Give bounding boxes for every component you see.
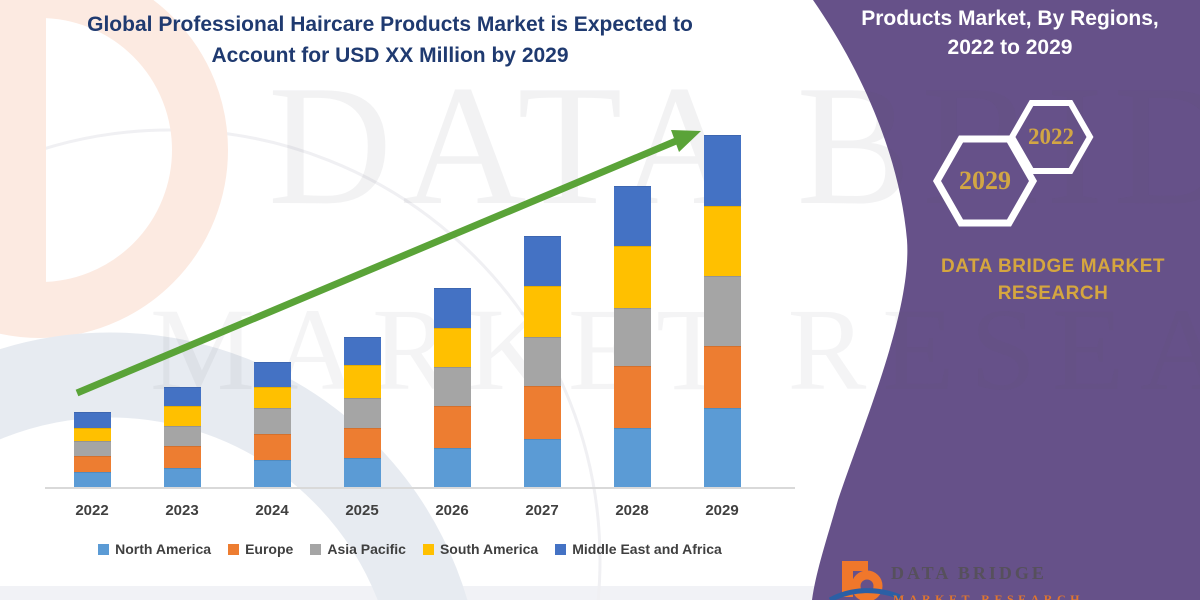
legend-item-asia-pacific: Asia Pacific: [310, 541, 406, 557]
hexagon-2029-label: 2029: [959, 166, 1011, 195]
chart-legend: North America Europe Asia Pacific South Ame…: [30, 541, 790, 557]
hexagon-2022-outline: [1008, 100, 1094, 174]
hexagon-2022-label: 2022: [1028, 124, 1074, 149]
legend-swatch-icon: [422, 543, 434, 555]
side-panel-brand-text: DATA BRIDGE MARKET RESEARCH: [903, 253, 1200, 307]
legend-swatch-icon: [310, 543, 322, 555]
x-axis-label-2026: 2026: [435, 502, 469, 519]
bar-segment-2023-north-america: [163, 468, 201, 488]
bar-segment-2029-south-america: [703, 206, 741, 276]
side-panel-brand-line2: RESEARCH: [997, 283, 1109, 304]
bar-segment-2027-north-america: [523, 439, 561, 488]
logo-watermark-d-stem: [0, 0, 46, 292]
hexagon-2029-outline: [932, 135, 1038, 227]
legend-label: Asia Pacific: [327, 541, 406, 557]
legend-item-europe: Europe: [228, 541, 293, 557]
bar-segment-2025-north-america: [343, 458, 381, 488]
x-axis-label-2024: 2024: [255, 502, 289, 519]
bar-segment-2029-middle-east-and-africa: [703, 135, 741, 206]
bar-segment-2023-asia-pacific: [163, 426, 201, 446]
legend-label: South America: [439, 541, 539, 557]
x-axis-label-2029: 2029: [705, 502, 739, 519]
stacked-bar-2029: [703, 135, 741, 488]
bar-segment-2024-asia-pacific: [253, 408, 291, 434]
side-panel-heading: Products Market, By Regions, 2022 to 202…: [830, 4, 1190, 62]
faint-circle-decoration: [0, 128, 602, 600]
footer-logo-b-top-icon: [842, 561, 868, 571]
bar-segment-2024-europe: [253, 434, 291, 460]
x-axis-label-2022: 2022: [75, 502, 109, 519]
legend-swatch-icon: [555, 543, 567, 555]
x-axis-label-2028: 2028: [615, 502, 649, 519]
footer-brand-name: DATA BRIDGE: [891, 563, 1047, 583]
x-axis-label-2027: 2027: [525, 502, 559, 519]
bar-segment-2022-north-america: [73, 472, 111, 488]
side-panel-heading-line1: Products Market, By Regions,: [861, 7, 1159, 30]
chart-title: Global Professional Haircare Products Ma…: [60, 9, 720, 71]
footer-brand-sub: MARKET RESEARCH: [893, 592, 1084, 600]
bar-segment-2026-north-america: [433, 448, 471, 488]
bar-segment-2022-middle-east-and-africa: [73, 412, 111, 428]
bar-segment-2023-europe: [163, 446, 201, 468]
legend-item-south-america: South America: [422, 541, 539, 557]
chart-title-line1: Global Professional Haircare Products Ma…: [87, 13, 693, 36]
x-axis-label-2025: 2025: [345, 502, 379, 519]
legend-label: Middle East and Africa: [572, 541, 722, 557]
x-axis-label-2023: 2023: [165, 502, 199, 519]
bar-segment-2026-europe: [433, 406, 471, 448]
bar-segment-2028-north-america: [613, 428, 651, 488]
side-panel-heading-line2: 2022 to 2029: [947, 36, 1073, 59]
bar-segment-2024-north-america: [253, 460, 291, 488]
footer-logo-b-stem-icon: [842, 561, 853, 597]
bar-segment-2022-south-america: [73, 428, 111, 441]
bar-segment-2023-south-america: [163, 406, 201, 426]
bar-segment-2025-europe: [343, 428, 381, 458]
legend-item-middle-east-and-africa: Middle East and Africa: [555, 541, 722, 557]
footer-logo-b-bowl-icon: [851, 570, 883, 600]
legend-swatch-icon: [98, 543, 110, 555]
bar-segment-2029-asia-pacific: [703, 276, 741, 346]
bar-segment-2029-north-america: [703, 408, 741, 488]
x-axis-line: [45, 487, 795, 489]
bar-segment-2022-europe: [73, 456, 111, 472]
legend-label: North America: [115, 541, 212, 557]
bar-segment-2022-asia-pacific: [73, 441, 111, 456]
side-panel-background: [812, 0, 1200, 600]
chart-title-line2: Account for USD XX Million by 2029: [211, 44, 569, 67]
bar-segment-2029-europe: [703, 346, 741, 408]
legend-swatch-icon: [228, 543, 240, 555]
stacked-bar-2022: [73, 412, 111, 488]
bar-segment-2025-asia-pacific: [343, 398, 381, 428]
legend-item-north-america: North America: [98, 541, 211, 557]
legend-label: Europe: [245, 541, 294, 557]
footer-logo-swoosh-icon: [828, 588, 901, 600]
side-panel-brand-line1: DATA BRIDGE MARKET: [941, 256, 1165, 277]
